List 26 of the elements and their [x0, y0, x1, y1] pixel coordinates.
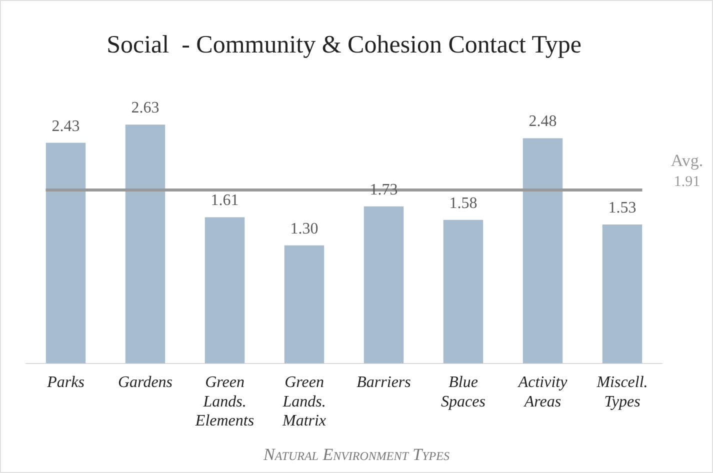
data-label: 1.53 — [608, 199, 636, 216]
data-label: 2.48 — [528, 113, 557, 130]
x-tick-label: Green Lands. Elements — [194, 374, 254, 430]
bar — [602, 224, 642, 364]
x-tick-label: Gardens — [118, 374, 173, 392]
bar — [284, 245, 324, 364]
bar — [443, 220, 484, 364]
data-label: 2.43 — [52, 118, 80, 135]
x-tick-label: Green Lands. Matrix — [281, 374, 326, 430]
x-tick-label: Barriers — [356, 374, 411, 392]
bar — [125, 124, 166, 364]
data-label: 1.58 — [449, 194, 478, 212]
bar — [364, 206, 404, 364]
chart-title: Social - Community & Cohesion Contact Type — [106, 32, 582, 59]
x-tick-label: Blue Spaces — [441, 374, 486, 410]
bar — [522, 138, 563, 364]
bar — [46, 142, 86, 364]
ref-line-label: Avg. 1.91 — [670, 150, 704, 190]
bar — [204, 217, 245, 364]
x-tick-label: Parks — [46, 374, 84, 392]
x-tick-label: Miscell. Types — [596, 374, 648, 410]
data-label: 1.61 — [210, 192, 239, 210]
x-tick-label: Activity Areas — [517, 374, 568, 410]
data-label: 1.30 — [290, 220, 318, 238]
data-label: 2.63 — [131, 100, 160, 117]
x-axis-title: Natural Environment Types — [262, 445, 450, 465]
